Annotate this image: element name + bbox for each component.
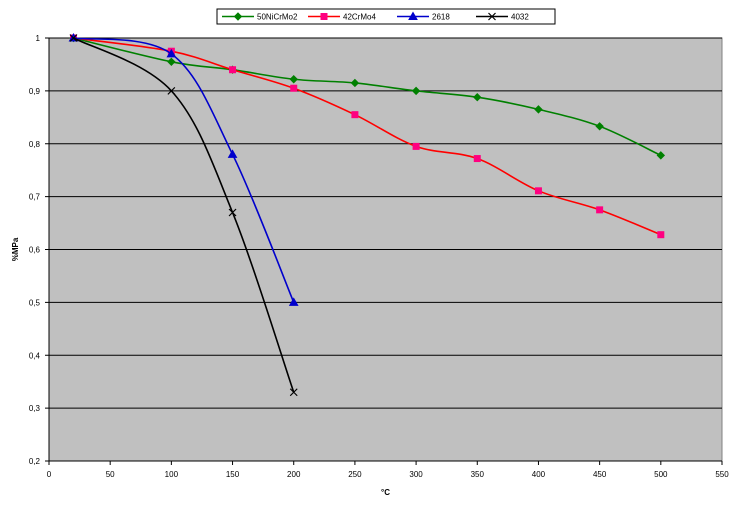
x-tick-label: 150 [226,470,240,479]
x-tick-label: 350 [471,470,485,479]
legend-label: 50NiCrMo2 [257,13,298,22]
y-tick-label: 0,6 [29,246,41,255]
x-tick-label: 100 [165,470,179,479]
data-point [290,84,298,92]
legend-label: 2618 [432,13,450,22]
legend-marker [488,12,496,21]
data-point [289,75,298,84]
data-point [534,187,542,195]
data-point [351,111,359,119]
data-point [167,86,176,95]
data-point [167,57,176,67]
y-tick-label: 0,9 [29,87,41,96]
legend-label: 42CrMo4 [343,13,376,22]
legend-marker [233,12,243,21]
legend-marker [408,11,418,20]
x-tick-label: 200 [287,470,301,479]
series-line [73,37,662,157]
legend-marker [320,13,328,20]
legend-label: 4032 [511,13,529,22]
data-point [228,208,237,217]
data-point [412,142,420,150]
data-point [229,66,237,74]
y-tick-label: 0,2 [29,457,41,466]
y-tick-label: 0,8 [29,140,41,149]
x-tick-label: 50 [106,470,115,479]
x-tick-label: 250 [348,470,362,479]
y-tick-label: 0,3 [29,404,41,413]
x-tick-label: 0 [47,470,52,479]
y-tick-label: 1 [36,34,41,43]
data-point [227,149,238,158]
series-line [73,37,295,393]
legend-entry: 2618 [397,11,450,22]
legend-entry: 50NiCrMo2 [222,12,298,22]
data-point [657,231,665,239]
series-line [73,37,295,303]
data-point [411,86,421,96]
series-line [73,37,662,236]
y-axis-title: %MPa [11,237,20,261]
legend: 50NiCrMo2 42CrMo4 2618 4032 [216,8,556,25]
data-point [166,48,177,58]
x-tick-label: 300 [409,470,423,479]
data-point [595,122,604,131]
data-point [473,93,482,102]
x-tick-label: 500 [654,470,668,479]
data-point [69,34,78,42]
y-tick-label: 0,4 [29,351,41,360]
y-tick-label: 0,5 [29,298,41,307]
series-3 [69,34,298,397]
x-tick-label: 550 [715,470,729,479]
data-point [596,206,604,214]
data-point [288,297,299,306]
data-point [473,155,481,163]
axes: 0,2 0,3 0,4 0,5 0,6 0,7 0,8 0,9 1 0 50 100 150 200 250… [29,34,729,479]
legend-box [216,8,556,25]
legend-entry: 42CrMo4 [308,13,376,22]
x-tick-label: 400 [532,470,546,479]
y-tick-label: 0,7 [29,193,41,202]
series-layer [68,32,666,397]
x-tick-label: 450 [593,470,607,479]
data-point [289,388,298,397]
x-axis-title: °C [381,488,390,497]
data-point [350,78,360,88]
data-point [656,151,666,160]
legend-entry: 4032 [476,13,529,22]
data-point [534,105,543,114]
